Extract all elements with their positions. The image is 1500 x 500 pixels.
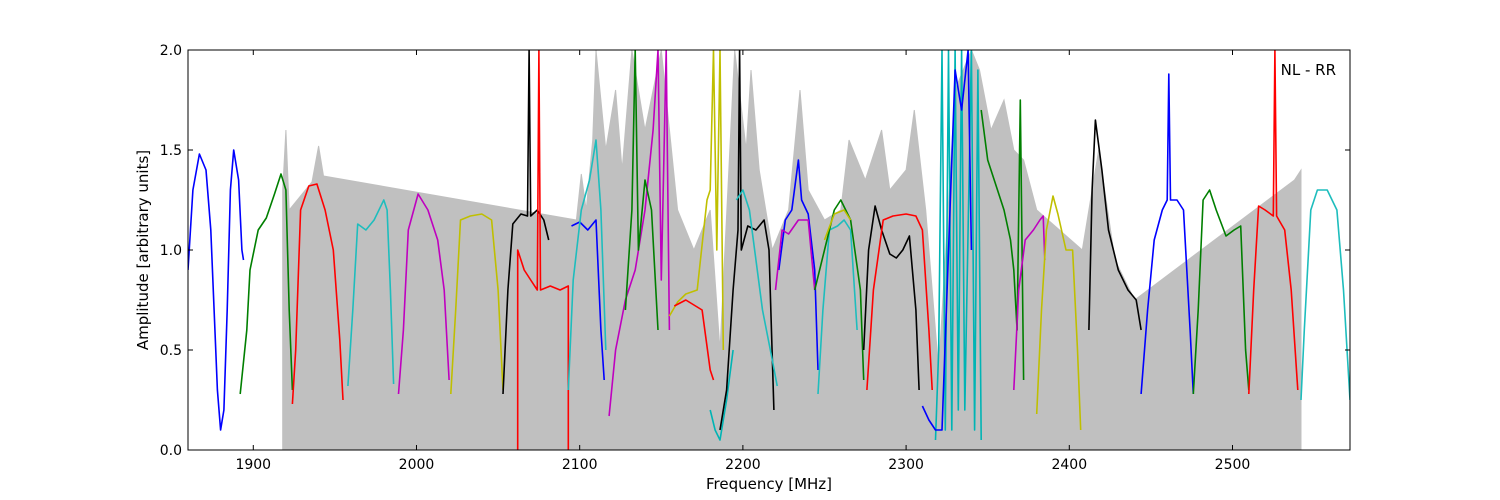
series-line-28 <box>1013 215 1046 391</box>
series-line-31 <box>1140 73 1195 395</box>
series-line-20 <box>817 219 858 395</box>
series-line-1 <box>188 149 245 431</box>
axis-ticks: 1900 2000 2100 2200 2300 2400 2500 0.0 0.5 1.0 1.5… <box>160 43 1350 473</box>
series-line-11 <box>608 50 671 417</box>
plot-area <box>188 50 1350 450</box>
x-tick-label: 2500 <box>1215 457 1251 473</box>
y-tick-label: 1.5 <box>160 143 182 159</box>
y-tick-label: 0.5 <box>160 343 182 359</box>
series-line-8 <box>516 50 570 450</box>
x-tick-label: 2300 <box>888 457 924 473</box>
series-line-14 <box>673 299 715 381</box>
series-line-6 <box>450 213 504 395</box>
series-line-5 <box>397 193 450 395</box>
series-line-33 <box>1248 50 1299 395</box>
series-line-23 <box>862 205 920 391</box>
x-tick-label: 2100 <box>562 457 598 473</box>
series-line-2 <box>239 173 294 395</box>
series-line-29 <box>1035 195 1082 431</box>
x-tick-label: 2400 <box>1051 457 1087 473</box>
y-tick-label: 1.0 <box>160 243 182 259</box>
y-tick-label: 2.0 <box>160 43 182 59</box>
series-line-3 <box>291 183 344 405</box>
series-line-30 <box>1088 119 1142 331</box>
series-line-4 <box>347 199 395 387</box>
series-line-13 <box>668 50 725 351</box>
series-line-16 <box>719 50 775 431</box>
series-line-17 <box>735 189 778 387</box>
series-line-34 <box>1300 189 1350 401</box>
y-axis-label: Amplitude [arbitrary units] <box>134 150 152 350</box>
series-line-26 <box>921 50 973 431</box>
background-envelope <box>282 50 1302 450</box>
series-line-18 <box>778 159 819 371</box>
x-tick-label: 2000 <box>399 457 435 473</box>
series-line-24 <box>866 213 933 391</box>
series-line-10 <box>567 139 607 391</box>
series-line-32 <box>1192 189 1250 395</box>
series-line-15 <box>709 349 734 441</box>
series-line-22 <box>823 209 852 241</box>
series-line-21 <box>813 199 865 381</box>
x-tick-label: 1900 <box>235 457 271 473</box>
series-line-12 <box>624 50 659 331</box>
series-line-27 <box>980 99 1025 381</box>
y-tick-label: 0.0 <box>160 443 182 459</box>
x-tick-label: 2200 <box>725 457 761 473</box>
series-line-25 <box>934 50 982 441</box>
series-line-9 <box>571 219 605 381</box>
chart-annotation: NL - RR <box>1281 61 1336 79</box>
series-line-19 <box>774 219 816 291</box>
x-axis-label: Frequency [MHz] <box>706 475 832 493</box>
